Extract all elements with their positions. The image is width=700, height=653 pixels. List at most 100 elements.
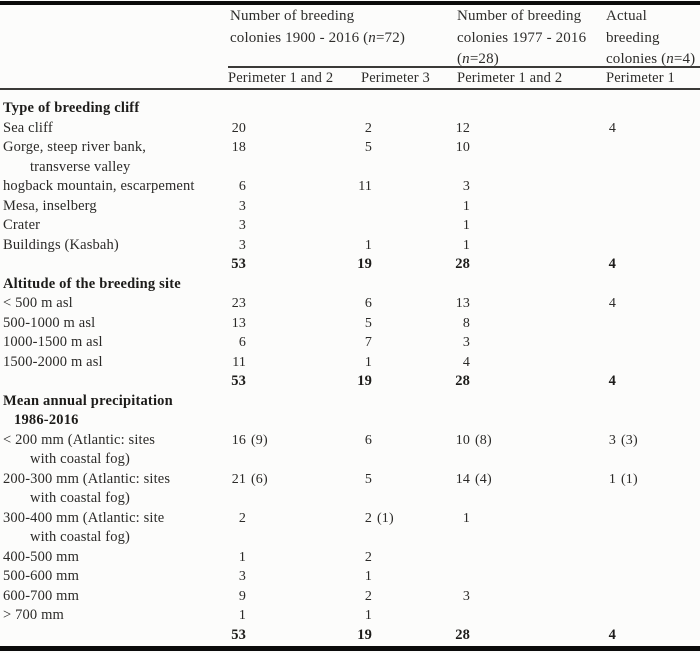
row-label: < 200 mm (Atlantic: sites with coastal fo… (3, 431, 156, 468)
cell-colonies-1900-2016-perimeter-3: 1 (364, 237, 372, 253)
cell-colonies-1977-2016-perimeter-1-2: 3 (462, 588, 470, 604)
cell-colonies-1977-2016-perimeter-1-2: 1 (462, 218, 470, 233)
group3-line1: Actual (606, 8, 647, 24)
cell-colonies-1900-2016-perimeter-1-2: 53 (231, 373, 246, 389)
italic-n: n (368, 29, 376, 46)
group2-line3: (n=28) (457, 51, 499, 67)
subheader-perimeter-1-actual: Perimeter 1 (606, 70, 675, 86)
cell-actual-colonies-perimeter-1 (598, 606, 621, 626)
row-label: Altitude of the breeding site (3, 275, 181, 292)
cell-colonies-1977-2016-perimeter-1-2: 28 (455, 373, 470, 389)
table-row: 1000-1500 m asl 6 7 3 (0, 333, 700, 353)
cell-colonies-1900-2016-perimeter-3: 1 (364, 608, 372, 623)
cell-colonies-1977-2016-perimeter-1-2 (452, 548, 475, 568)
row-label: 300-400 mm (Atlantic: site with coastal f… (3, 509, 165, 546)
row-label: 1000-1500 m asl (3, 334, 103, 350)
cell-colonies-1977-2016-perimeter-1-2 (452, 606, 475, 626)
row-label: 1500-2000 m asl (3, 353, 103, 370)
cell-colonies-1900-2016-perimeter-3 (354, 197, 377, 217)
italic-n: n (666, 51, 674, 67)
cell-colonies-1977-2016-perimeter-1-2: 10 (8) (455, 432, 492, 448)
cell-colonies-1900-2016-perimeter-3: 2 (364, 120, 372, 136)
cell-colonies-1900-2016-perimeter-3: 5 (364, 140, 372, 155)
cell-actual-colonies-perimeter-1 (598, 353, 621, 373)
group3-line2: breeding (606, 29, 660, 46)
row-label: Crater (3, 217, 41, 233)
column-group-header-1977-2016: Number of breeding colonies 1977 - 2016 … (457, 6, 586, 71)
cell-actual-colonies-perimeter-1 (598, 548, 621, 568)
cell-colonies-1900-2016-perimeter-1-2: 53 (231, 626, 246, 643)
cell-actual-colonies-perimeter-1: 4 (608, 120, 616, 136)
table-row: 300-400 mm (Atlantic: site with coastal f… (0, 509, 700, 548)
cell-colonies-1977-2016-perimeter-1-2: 1 (462, 237, 470, 253)
cell-colonies-1977-2016-perimeter-1-2 (452, 392, 475, 412)
row-label: 600-700 mm (3, 587, 80, 604)
group2-line1: Number of breeding (457, 8, 582, 24)
table-row: 53 19 28 4 (0, 372, 700, 392)
cell-actual-colonies-perimeter-1 (598, 99, 621, 119)
bottom-rule (0, 646, 700, 651)
cell-actual-colonies-perimeter-1: 3 (3) (608, 432, 638, 448)
row-label: Mesa, inselberg (3, 197, 97, 214)
subheader-perimeter-1-2-1977: Perimeter 1 and 2 (457, 70, 563, 86)
cell-colonies-1900-2016-perimeter-3: 2 (364, 549, 372, 565)
column-group-header-1900-2016: Number of breeding colonies 1900 - 2016 … (230, 6, 405, 49)
cell-colonies-1977-2016-perimeter-1-2: 28 (455, 256, 470, 272)
table-row: 53 19 28 4 (0, 255, 700, 275)
table-row: Crater 3 1 (0, 216, 700, 236)
cell-colonies-1977-2016-perimeter-1-2: 1 (462, 510, 470, 526)
cell-actual-colonies-perimeter-1 (598, 197, 621, 217)
column-group-header-actual: Actual breeding colonies (n=4) (606, 6, 695, 71)
row-label: Mean annual precipitation 1986-2016 (3, 392, 173, 429)
group1-line1: Number of breeding (230, 8, 355, 24)
table-row: 200-300 mm (Atlantic: sites with coastal … (0, 470, 700, 509)
cell-colonies-1900-2016-perimeter-1-2: 1 (238, 549, 246, 565)
cell-colonies-1900-2016-perimeter-3 (354, 99, 377, 119)
cell-colonies-1900-2016-perimeter-3: 19 (357, 626, 372, 643)
cell-colonies-1900-2016-perimeter-1-2: 16 (9) (231, 432, 268, 448)
cell-colonies-1900-2016-perimeter-1-2: 18 (231, 140, 246, 155)
cell-colonies-1977-2016-perimeter-1-2: 14 (4) (455, 471, 492, 487)
cell-actual-colonies-perimeter-1 (598, 275, 621, 295)
cell-colonies-1900-2016-perimeter-3: 6 (364, 296, 372, 311)
row-label: < 500 m asl (3, 295, 73, 311)
cell-colonies-1900-2016-perimeter-3 (354, 275, 377, 295)
subheader-underline (0, 88, 700, 90)
group3-line3: colonies (n=4) (606, 51, 696, 67)
table-row: < 500 m asl 23 6 13 4 (0, 294, 700, 314)
cell-actual-colonies-perimeter-1 (598, 216, 621, 236)
cell-colonies-1900-2016-perimeter-1-2: 3 (238, 198, 246, 214)
table-row: Altitude of the breeding site (0, 275, 700, 295)
cell-colonies-1977-2016-perimeter-1-2: 1 (462, 198, 470, 214)
cell-colonies-1977-2016-perimeter-1-2: 13 (455, 296, 470, 311)
cell-colonies-1900-2016-perimeter-3: 6 (364, 432, 372, 448)
cell-colonies-1900-2016-perimeter-1-2 (228, 392, 251, 412)
cell-colonies-1977-2016-perimeter-1-2: 4 (462, 354, 470, 370)
cell-colonies-1977-2016-perimeter-1-2: 3 (462, 335, 470, 350)
cell-colonies-1900-2016-perimeter-1-2: 13 (231, 315, 246, 331)
top-rule (0, 1, 700, 5)
cell-actual-colonies-perimeter-1 (598, 177, 621, 197)
cell-actual-colonies-perimeter-1 (598, 587, 621, 607)
table-row: Gorge, steep river bank, transverse valle… (0, 138, 700, 177)
cell-colonies-1900-2016-perimeter-1-2: 3 (238, 218, 246, 233)
cell-actual-colonies-perimeter-1 (598, 138, 621, 158)
cell-colonies-1977-2016-perimeter-1-2 (452, 567, 475, 587)
table-row: 500-600 mm 3 1 (0, 567, 700, 587)
cell-actual-colonies-perimeter-1 (598, 509, 621, 529)
cell-colonies-1900-2016-perimeter-3: 5 (364, 315, 372, 331)
row-label: 500-1000 m asl (3, 314, 96, 331)
table-row: Mesa, inselberg 3 1 (0, 197, 700, 217)
table-row: 53 19 28 4 (0, 626, 700, 646)
italic-n: n (462, 51, 470, 67)
group1-line2: colonies 1900 - 2016 (n=72) (230, 29, 405, 46)
cell-colonies-1900-2016-perimeter-1-2: 1 (238, 608, 246, 623)
cell-actual-colonies-perimeter-1 (598, 333, 621, 353)
cell-colonies-1900-2016-perimeter-1-2: 53 (231, 256, 246, 272)
cell-colonies-1900-2016-perimeter-1-2: 23 (231, 296, 246, 311)
row-label: Sea cliff (3, 119, 53, 136)
cell-colonies-1900-2016-perimeter-1-2: 9 (238, 588, 246, 604)
cell-colonies-1900-2016-perimeter-1-2: 3 (238, 569, 246, 584)
table-row: 500-1000 m asl 13 5 8 (0, 314, 700, 334)
row-label: hogback mountain, escarpement (3, 178, 195, 194)
